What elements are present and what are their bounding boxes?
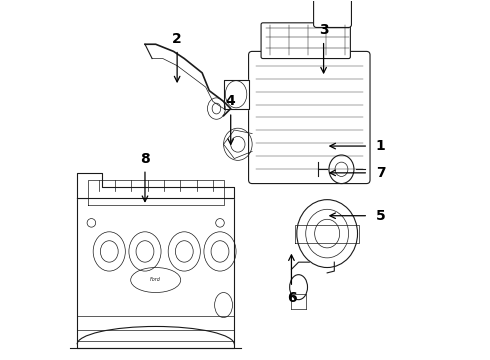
Text: 8: 8 [140, 152, 150, 166]
Text: 1: 1 [376, 139, 386, 153]
Polygon shape [77, 173, 234, 198]
Text: 3: 3 [319, 23, 328, 37]
Text: 6: 6 [287, 291, 296, 305]
Text: 7: 7 [376, 166, 386, 180]
Text: 2: 2 [172, 32, 182, 46]
FancyBboxPatch shape [77, 198, 234, 348]
Text: 5: 5 [376, 209, 386, 223]
Text: Ford: Ford [150, 277, 161, 282]
FancyBboxPatch shape [261, 23, 350, 59]
Text: 4: 4 [226, 94, 236, 108]
FancyBboxPatch shape [314, 0, 351, 27]
FancyBboxPatch shape [248, 51, 370, 184]
Polygon shape [88, 180, 223, 205]
Polygon shape [223, 80, 248, 109]
